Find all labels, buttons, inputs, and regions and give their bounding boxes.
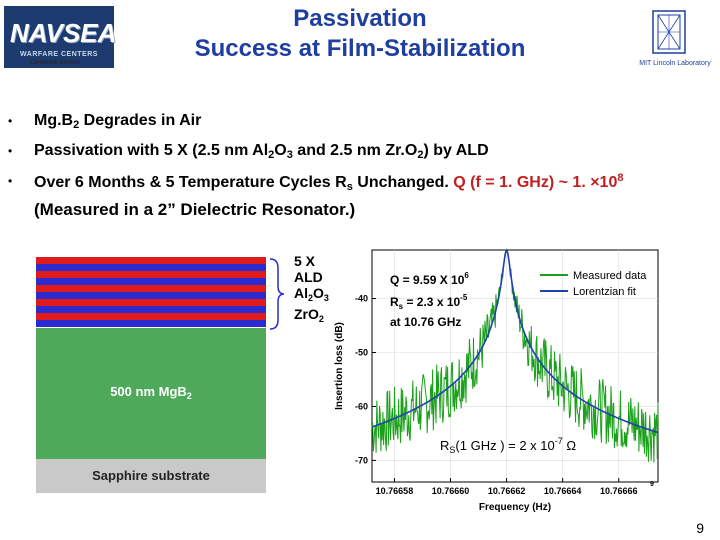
resonance-chart: -40 -50 -60 -70 10.76658 10.76660 10.76662 10.7… [334, 247, 659, 513]
page-number: 9 [696, 520, 704, 536]
lorentzian-fit-line [371, 248, 659, 434]
stack-label-line: ALD [294, 269, 323, 285]
rs-1ghz-annotation: RS(1 GHz ) = 2 x 10-7 Ω [440, 436, 576, 455]
y-tick-label: -60 [355, 401, 368, 411]
zro-text: ZrO [294, 306, 319, 322]
bullet-dot: • [8, 174, 13, 188]
bullet-1-text-end: Degrades in Air [79, 112, 202, 129]
logo-subtitle: WARFARE CENTERS [20, 51, 98, 58]
stack-label-line: 5 X [294, 253, 316, 269]
lorentzian-fit-series [371, 248, 659, 434]
al2o3-layer [36, 257, 266, 264]
al2o3-layer [36, 313, 266, 320]
axis-ticks: -40 -50 -60 -70 10.76658 10.76660 10.76662 10.7… [355, 294, 638, 496]
logo-wordmark: NAVSEA [10, 18, 117, 48]
bullet-2-sub: 2 [268, 149, 275, 161]
bullet-3-part: Over 6 Months & 5 Temperature Cycles R [34, 174, 347, 191]
title-line-2: Success at Film-Stabilization [194, 35, 526, 62]
y-axis-label: Insertion loss (dB) [334, 322, 345, 410]
legend-measured-label: Measured data [573, 270, 647, 282]
zro2-layer [36, 264, 266, 271]
bullet-2-sub: 2 [417, 149, 424, 161]
o-sub: 3 [323, 293, 329, 303]
mgb2-film-layer: 500 nm MgB2 [36, 328, 266, 459]
ald-stack-label: 5 X ALD Al2O3 ZrO2 [294, 253, 329, 327]
bullet-2-part: O [274, 142, 287, 159]
layer-brace [269, 258, 285, 330]
lab-label: MIT Lincoln Laboratory [639, 60, 711, 67]
al-text: Al [294, 285, 308, 301]
bullet-2-sub: 3 [286, 149, 293, 161]
bullet-1-sub: 2 [73, 119, 80, 131]
mit-lincoln-lab-logo [652, 10, 686, 54]
bullet-2-part: Passivation with 5 X (2.5 nm Al [34, 142, 269, 159]
al-sub: 2 [308, 293, 314, 303]
bullet-2-part: and 2.5 nm Zr.O [292, 142, 418, 159]
film-label-sub: 2 [186, 391, 192, 401]
sapphire-substrate-layer: Sapphire substrate [36, 459, 266, 493]
x-tick-label: 10.76664 [544, 486, 582, 496]
ald-layer-stack [36, 257, 266, 327]
bullet-3-times: × [590, 174, 600, 191]
freq-annotation: at 10.76 GHz [390, 315, 461, 329]
film-label: 500 nm MgB2 [36, 384, 266, 401]
o-text: O [313, 285, 324, 301]
rs-annotation: Rs = 2.3 x 10-5 [390, 293, 468, 311]
legend-fit-label: Lorentzian fit [573, 286, 636, 298]
slide-title: Passivation Success at Film-Stabilizatio… [130, 4, 590, 64]
x-exponent: 9 [650, 481, 654, 488]
navsea-logo: NAVSEA WARFARE CENTERS [4, 6, 117, 68]
bullet-3-line-2: (Measured in a 2” Dielectric Resonator.) [34, 200, 356, 219]
y-tick-label: -70 [355, 455, 368, 465]
stack-label-line: ZrO2 [294, 306, 329, 327]
zro2-layer [36, 306, 266, 313]
bullet-3: Over 6 Months & 5 Temperature Cycles Rs … [34, 172, 623, 193]
x-tick-label: 10.76658 [376, 486, 414, 496]
y-tick-label: -40 [355, 294, 368, 304]
y-tick-label: -50 [355, 348, 368, 358]
x-axis-label: Frequency (Hz) [479, 502, 551, 513]
al2o3-layer [36, 299, 266, 306]
bullet-3-exp: 8 [617, 172, 624, 184]
x-tick-label: 10.76660 [432, 486, 470, 496]
bullet-dot: • [8, 114, 13, 128]
al2o3-layer [36, 271, 266, 278]
measured-data-line [371, 247, 659, 463]
zro-sub: 2 [318, 314, 324, 324]
bullet-1: Mg.B2 Degrades in Air [34, 112, 201, 131]
plot-frame [371, 249, 659, 483]
al2o3-layer [36, 285, 266, 292]
logo-division: Carderock Division [30, 60, 81, 66]
zro2-layer [36, 292, 266, 299]
zro2-layer [36, 278, 266, 285]
bullet-dot: • [8, 144, 13, 158]
bullet-1-text: Mg.B [34, 112, 74, 129]
q-annotation: Q = 9.59 X 106 [390, 271, 469, 287]
x-tick-label: 10.76666 [600, 486, 638, 496]
stack-label-line: Al2O3 [294, 285, 329, 306]
bullet-3-sub: s [346, 181, 353, 193]
bullet-3-base: 10 [599, 174, 618, 191]
bullet-3-part: Unchanged. [352, 174, 454, 191]
title-line-1: Passivation [293, 5, 427, 32]
film-label-text: 500 nm MgB [110, 384, 187, 399]
zro2-layer [36, 320, 266, 327]
measured-data-series [371, 247, 659, 463]
bullet-2-part: ) by ALD [423, 142, 489, 159]
substrate-label: Sapphire substrate [92, 468, 210, 483]
bullet-2: Passivation with 5 X (2.5 nm Al2O3 and 2… [34, 142, 489, 161]
bullet-3-q: Q (f = 1. GHz) ~ 1. [453, 174, 591, 191]
x-tick-label: 10.76662 [488, 486, 526, 496]
